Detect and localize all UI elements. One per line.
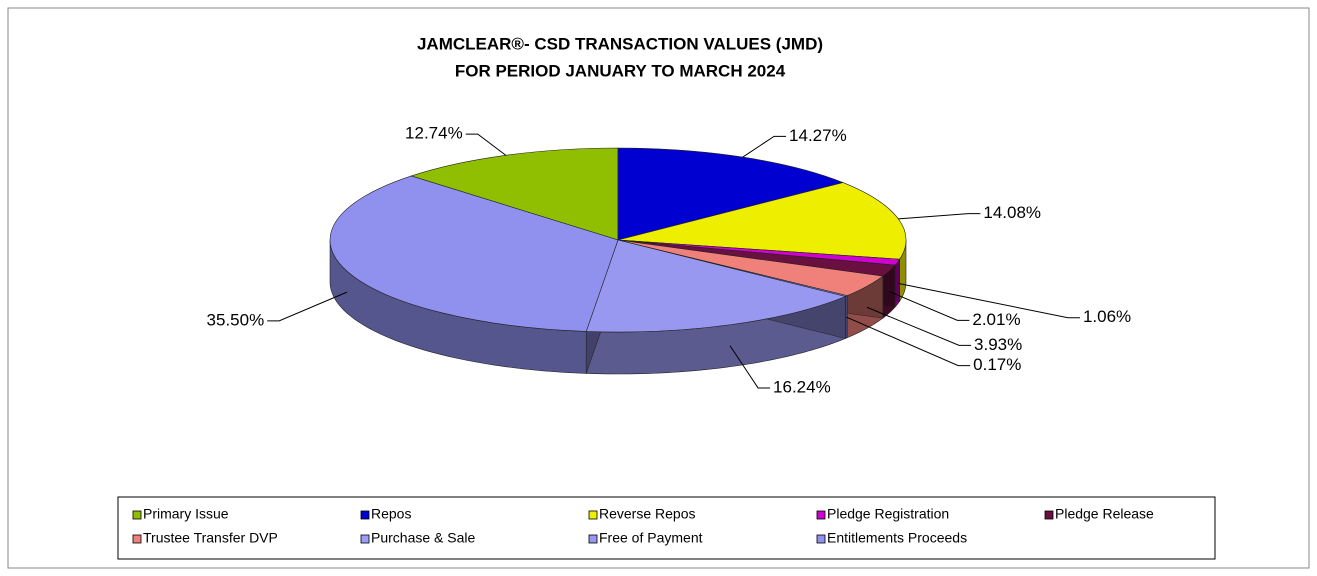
legend-swatch <box>588 510 598 520</box>
legend-label: Purchase & Sale <box>371 530 475 546</box>
legend-swatch <box>816 534 826 544</box>
data-label: 2.01% <box>972 310 1020 329</box>
data-label: 14.08% <box>983 203 1041 222</box>
chart-subtitle: FOR PERIOD JANUARY TO MARCH 2024 <box>455 61 786 80</box>
legend-swatch <box>360 510 370 520</box>
legend-label: Trustee Transfer DVP <box>143 530 278 546</box>
leader-line <box>846 316 971 367</box>
data-label: 16.24% <box>773 377 831 396</box>
leader-line <box>897 282 1080 319</box>
slice <box>617 182 907 260</box>
leader-line <box>465 133 507 156</box>
slice <box>617 147 844 241</box>
leader-line <box>742 135 787 158</box>
legend-swatch <box>588 534 598 544</box>
chart-title: JAMCLEAR®- CSD TRANSACTION VALUES (JMD) <box>417 34 823 53</box>
legend-label: Primary Issue <box>143 506 229 522</box>
legend-label: Repos <box>371 506 411 522</box>
legend-label: Entitlements Proceeds <box>827 530 967 546</box>
leader-line <box>267 291 348 322</box>
legend-label: Pledge Registration <box>827 506 949 522</box>
data-label: 0.17% <box>973 355 1021 374</box>
data-label: 12.74% <box>405 124 463 143</box>
data-label: 35.50% <box>207 310 265 329</box>
slice <box>585 239 847 333</box>
leader-line <box>866 306 972 346</box>
legend-swatch <box>816 510 826 520</box>
legend-swatch <box>360 534 370 544</box>
legend-label: Reverse Repos <box>599 506 696 522</box>
slice <box>410 147 619 241</box>
slice <box>329 175 619 332</box>
leader-line <box>889 291 970 321</box>
legend-swatch <box>132 510 142 520</box>
data-label: 3.93% <box>974 335 1022 354</box>
leader-line <box>729 345 771 389</box>
legend-box <box>117 496 1216 560</box>
data-label: 1.06% <box>1083 307 1131 326</box>
leader-line <box>898 213 981 220</box>
legend-swatch <box>1044 510 1054 520</box>
pie-labels: 12.74% 14.27% 14.08% 1.06% 2.01% 3.93%0.17% 16… <box>207 124 1132 397</box>
pie-tops <box>329 147 907 333</box>
legend-label: Free of Payment <box>599 530 703 546</box>
legend-swatch <box>132 534 142 544</box>
data-label: 14.27% <box>789 126 847 145</box>
legend-label: Pledge Release <box>1055 506 1154 522</box>
